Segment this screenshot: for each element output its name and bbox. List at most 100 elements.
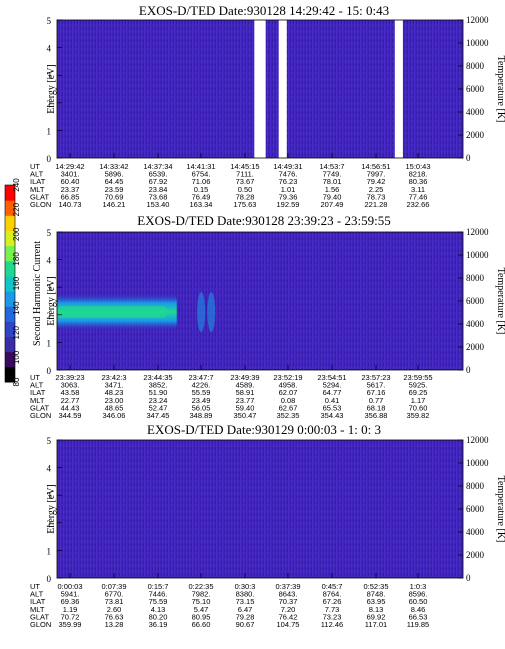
table-cell: 0.41 <box>325 396 340 405</box>
colorbar-tick-label: 100 <box>12 350 21 364</box>
chart-panel-2: EXOS-D/TED Date:930128 23:39:23 - 23:59:… <box>30 213 505 420</box>
table-cell: 163.34 <box>190 200 213 209</box>
table-cell: 52.47 <box>149 403 168 412</box>
table-cell: 0.77 <box>369 396 384 405</box>
y-tick-label: 0 <box>47 154 52 164</box>
table-row-label: UT <box>30 582 40 591</box>
table-cell: 2.60 <box>107 605 122 614</box>
table-cell: 4958. <box>279 381 298 390</box>
y2-tick-label: 6000 <box>466 504 485 514</box>
table-cell: 4589. <box>236 381 255 390</box>
table-cell: 4.13 <box>151 605 166 614</box>
table-cell: 70.69 <box>105 192 124 201</box>
colorbar-tick-label: 200 <box>12 227 21 241</box>
table-cell: 8380. <box>236 590 255 599</box>
table-cell: 76.49 <box>192 192 211 201</box>
table-cell: 48.65 <box>105 403 124 412</box>
table-cell: 76.63 <box>105 612 124 621</box>
table-cell: 359.99 <box>59 620 82 629</box>
colorbar-tick-label: 220 <box>12 202 21 216</box>
table-cell: 23.49 <box>192 396 211 405</box>
y2-axis-label: Temperature [K] <box>495 56 505 123</box>
table-cell: 66.60 <box>192 620 211 629</box>
colorbar-swatch <box>5 336 15 353</box>
table-cell: 73.67 <box>236 177 255 186</box>
table-row-label: MLT <box>30 605 45 614</box>
y-tick-label: 5 <box>47 16 52 26</box>
table-cell: 43.58 <box>61 388 80 397</box>
table-cell: 175.63 <box>234 200 257 209</box>
table-cell: 0.08 <box>281 396 296 405</box>
table-cell: 8764. <box>323 590 342 599</box>
y2-tick-label: 8000 <box>466 481 485 491</box>
table-cell: 14:56:51 <box>361 162 390 171</box>
table-cell: 14:33:42 <box>99 162 128 171</box>
y2-tick-label: 10000 <box>466 458 489 468</box>
table-cell: 67.92 <box>149 177 168 186</box>
table-cell: 348.89 <box>190 411 213 420</box>
y-tick-label: 3 <box>47 491 52 501</box>
table-row-label: ILAT <box>30 597 46 606</box>
table-cell: 1.19 <box>63 605 78 614</box>
table-cell: 6770. <box>105 590 124 599</box>
table-cell: 221.28 <box>365 200 388 209</box>
table-cell: 8218. <box>409 170 428 179</box>
table-cell: 73.23 <box>323 612 342 621</box>
table-cell: 79.28 <box>236 612 255 621</box>
table-cell: 7476. <box>279 170 298 179</box>
colorbar-swatch <box>5 351 15 368</box>
table-cell: 71.06 <box>192 177 211 186</box>
table-cell: 70.72 <box>61 612 80 621</box>
chart-title: EXOS-D/TED Date:930128 14:29:42 - 15: 0:… <box>139 3 389 18</box>
table-cell: 1:0:3 <box>410 582 427 591</box>
table-cell: 80.95 <box>192 612 211 621</box>
table-cell: 8.46 <box>411 605 426 614</box>
table-cell: 14:45:15 <box>230 162 259 171</box>
table-cell: 0:00:03 <box>57 582 82 591</box>
table-cell: 5294. <box>323 381 342 390</box>
table-cell: 69.36 <box>61 597 80 606</box>
data-gap <box>394 20 403 158</box>
y-tick-label: 4 <box>47 256 52 266</box>
table-cell: 65.53 <box>323 403 342 412</box>
y-tick-label: 1 <box>47 338 52 348</box>
table-cell: 192.59 <box>277 200 300 209</box>
table-cell: 0:37:39 <box>275 582 300 591</box>
table-cell: 7749. <box>323 170 342 179</box>
table-cell: 23.37 <box>61 185 80 194</box>
table-cell: 64.45 <box>105 177 124 186</box>
y2-tick-label: 2000 <box>466 130 485 140</box>
chart-title: EXOS-D/TED Date:930129 0:00:03 - 1: 0: 3 <box>147 422 381 437</box>
table-cell: 153.40 <box>147 200 170 209</box>
y2-tick-label: 8000 <box>466 273 485 283</box>
y2-tick-label: 4000 <box>466 107 485 117</box>
table-cell: 60.40 <box>61 177 80 186</box>
table-cell: 1.56 <box>325 185 340 194</box>
y-tick-label: 5 <box>47 436 52 446</box>
table-cell: 90.67 <box>236 620 255 629</box>
table-cell: 79.40 <box>323 192 342 201</box>
table-row-label: GLON <box>30 620 51 629</box>
table-cell: 23:49:39 <box>230 373 259 382</box>
colorbar-tick-label: 180 <box>12 252 21 266</box>
y2-tick-label: 8000 <box>466 61 485 71</box>
y-tick-label: 4 <box>47 44 52 54</box>
table-cell: 117.01 <box>365 620 387 629</box>
y-tick-label: 4 <box>47 464 52 474</box>
table-cell: 69.25 <box>409 388 428 397</box>
y2-tick-label: 0 <box>466 153 471 163</box>
table-cell: 104.75 <box>277 620 300 629</box>
heatmap-streak <box>197 292 206 333</box>
y-axis-label: Energy [eV] <box>46 484 57 534</box>
table-cell: 7.73 <box>325 605 340 614</box>
table-cell: 14:49:31 <box>273 162 302 171</box>
table-cell: 3401. <box>61 170 80 179</box>
table-cell: 75.10 <box>192 597 211 606</box>
table-row-label: GLON <box>30 411 51 420</box>
table-cell: 67.16 <box>367 388 386 397</box>
table-cell: 3063. <box>61 381 80 390</box>
y2-tick-label: 6000 <box>466 296 485 306</box>
table-cell: 36.19 <box>149 620 168 629</box>
colorbar-swatch <box>5 245 15 262</box>
table-cell: 73.15 <box>236 597 255 606</box>
